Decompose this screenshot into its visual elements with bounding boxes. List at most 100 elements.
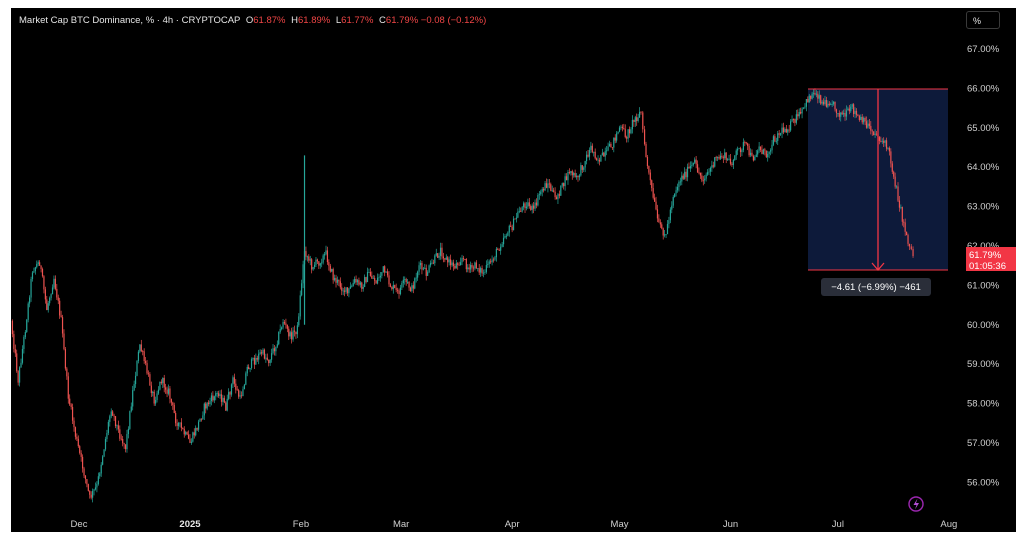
chart-canvas[interactable]: −4.61 (−6.99%) −461 56.00% 57.00% 58.00% 59…	[11, 8, 1016, 532]
percent-scale-button[interactable]: %	[966, 11, 1000, 29]
candle-body	[319, 263, 321, 266]
candle-body	[286, 324, 288, 329]
candle-body	[213, 396, 215, 401]
candle-body	[502, 237, 505, 245]
candle-body	[80, 452, 82, 457]
candle-body	[169, 388, 171, 399]
candle-body	[844, 112, 846, 117]
candle-body	[285, 323, 287, 325]
candle-body	[659, 222, 661, 225]
candle-body	[437, 253, 439, 258]
candle-body	[166, 389, 168, 394]
candle-body	[346, 287, 349, 294]
candle-body	[777, 133, 779, 141]
candle-body	[638, 111, 641, 118]
candle-body	[491, 259, 493, 263]
candle-body	[735, 150, 737, 156]
candle-body	[843, 112, 845, 115]
candle-body	[671, 205, 673, 210]
candle-body	[781, 127, 783, 134]
candle-body	[30, 278, 32, 298]
candle-body	[216, 393, 218, 395]
candle-body	[520, 210, 522, 212]
candle-body	[236, 389, 238, 391]
candle-body	[505, 235, 508, 237]
candle-body	[805, 99, 807, 107]
candle-body	[136, 360, 138, 376]
candle-body	[494, 257, 496, 260]
candle-body	[348, 288, 350, 294]
y-axis[interactable]: 56.00% 57.00% 58.00% 59.00% 60.00% 61.00% 62.0…	[967, 44, 1000, 488]
candle-body	[688, 166, 690, 169]
candle-body	[845, 110, 848, 117]
candle-body	[884, 140, 886, 143]
y-tick-label: 59.00%	[967, 359, 1000, 370]
candle-body	[336, 279, 339, 283]
candle-body	[422, 268, 424, 270]
candle-body	[441, 247, 443, 257]
candle-body	[345, 287, 347, 292]
candle-body	[102, 456, 104, 465]
candle-body	[34, 267, 36, 272]
candle-body	[626, 137, 628, 139]
candle-body	[907, 235, 909, 244]
y-tick-label: 67.00%	[967, 44, 1000, 55]
candle-body	[548, 183, 550, 185]
candle-body	[871, 130, 873, 132]
candle-body	[782, 127, 785, 133]
candle-body	[322, 255, 324, 263]
candle-body	[395, 288, 397, 290]
candle-body	[404, 279, 406, 281]
y-tick-label: 62.00%	[967, 241, 1000, 252]
candle-body	[143, 351, 145, 362]
candle-body	[207, 402, 210, 405]
candle-body	[333, 277, 336, 281]
candle-body	[682, 175, 684, 179]
candle-body	[661, 224, 663, 229]
x-tick-label: May	[611, 519, 629, 530]
candle-body	[283, 322, 286, 324]
candle-body	[482, 272, 485, 274]
candle-body	[219, 394, 221, 396]
candle-body	[841, 112, 843, 115]
chart-panel[interactable]: −4.61 (−6.99%) −461 56.00% 57.00% 58.00% 59…	[11, 8, 1016, 532]
candle-body	[601, 152, 603, 155]
candle-body	[587, 154, 589, 157]
candle-body	[596, 158, 598, 160]
candle-body	[797, 114, 799, 117]
candle-body	[313, 264, 316, 268]
candle-body	[618, 127, 621, 132]
candle-body	[33, 271, 35, 273]
candles-layer	[11, 88, 914, 503]
candle-body	[912, 249, 914, 256]
candle-body	[727, 159, 729, 160]
symbol-title[interactable]: Market Cap BTC Dominance, % · 4h · CRYPT…	[19, 15, 241, 26]
candle-body	[705, 174, 707, 179]
candle-body	[51, 287, 54, 295]
x-axis[interactable]: Dec 2025 Feb Mar Apr May Jun Jul Aug	[71, 519, 958, 530]
change-value: −0.08 (−0.12%)	[420, 15, 487, 26]
candle-body	[27, 303, 29, 320]
candle-body	[385, 271, 387, 273]
lightning-bolt-icon[interactable]	[908, 496, 924, 512]
candle-body	[561, 183, 563, 186]
candle-body	[428, 265, 430, 273]
candle-body	[831, 104, 833, 105]
candle-body	[253, 357, 256, 365]
candle-body	[120, 438, 122, 440]
y-tick-label: 66.00%	[967, 83, 1000, 94]
candle-body	[60, 315, 62, 318]
candle-body	[323, 254, 326, 256]
candle-body	[498, 250, 500, 251]
candle-body	[246, 366, 248, 374]
candle-body	[262, 349, 264, 354]
candle-body	[305, 251, 307, 257]
candle-body	[49, 297, 51, 304]
candle-body	[910, 246, 912, 250]
candle-body	[517, 211, 519, 218]
candle-body	[124, 444, 127, 450]
candle-body	[401, 282, 403, 288]
measure-arrow-head	[871, 262, 885, 271]
candle-body	[694, 159, 696, 163]
candle-body	[21, 348, 24, 363]
